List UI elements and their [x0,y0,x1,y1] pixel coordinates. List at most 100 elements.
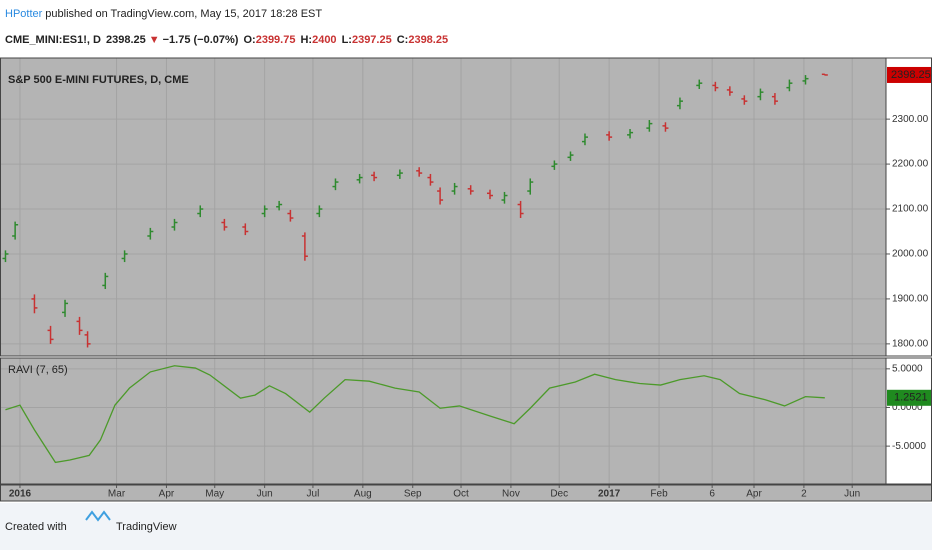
ohlc-bar [551,160,558,170]
ohlc-bar [121,250,128,263]
ohlc-bar [517,200,524,219]
ohlc-bar [276,200,283,211]
footer-bar [0,503,932,550]
change: −1.75 (−0.07%) [163,34,239,46]
ohlc-bar [47,325,54,344]
ohlc-bar [451,182,458,195]
x-tick-label: 2 [801,489,807,500]
ohlc-bar [84,331,91,348]
y-tick-label: 5.0000 [892,363,923,374]
ohlc-bar [242,223,249,236]
ohlc-bar [437,187,444,205]
x-tick-label: Jun [257,489,273,500]
y-tick-label: 2100.00 [892,204,929,215]
low-label: L: [342,34,352,46]
ohlc-bar [606,131,613,141]
x-tick-label: Aug [354,489,372,500]
ohlc-bar [741,95,748,105]
ohlc-bar [676,97,683,110]
ohlc-bar [31,294,38,314]
y-tick-label: 1800.00 [892,339,929,350]
ohlc-bar [197,205,204,218]
ohlc-bar [221,218,228,231]
ohlc-bar [332,178,339,191]
open-value: 2399.75 [256,34,296,46]
ohlc-bar [287,209,294,222]
open-label: O: [243,34,255,46]
low-value: 2397.25 [352,34,392,46]
last-price: 2398.25 [106,34,146,46]
ohlc-bar [786,79,793,92]
high-value: 2400 [312,34,336,46]
ohlc-bar [567,151,574,161]
ohlc-bar [147,227,154,240]
last-value-label: 1.2521 [894,392,928,404]
ohlc-bar [416,167,423,177]
ohlc-bar [487,189,494,200]
x-tick-label: 2017 [598,489,621,500]
ohlc-bar [102,272,109,290]
ohlc-bar [646,120,653,132]
x-tick-label: Dec [550,489,568,500]
x-tick-label: Nov [502,489,520,500]
symbol: CME_MINI:ES1!, D [5,34,101,46]
ohlc-bar [356,173,363,184]
ohlc-bar [396,169,403,179]
ohlc-bar [316,205,323,218]
pane-title: RAVI (7, 65) [8,364,68,376]
x-tick-label: Jun [844,489,860,500]
x-tick-label: Feb [650,489,668,500]
brand-logo [85,510,111,522]
y-tick-label: 2000.00 [892,249,929,260]
published-text: published on TradingView.com, May 15, 20… [45,8,322,20]
ohlc-bar [821,73,828,76]
ohlc-bar [771,93,778,105]
y-tick-label: 2200.00 [892,159,929,170]
x-tick-label: Oct [453,489,469,500]
ohlc-bar [712,81,719,92]
footer-created: Created with [5,521,67,533]
close-value: 2398.25 [408,34,448,46]
ohlc-bar [76,316,83,335]
pane-background [0,358,886,484]
ohlc-bar [581,133,588,146]
y-tick-label: -5.0000 [892,441,926,452]
ohlc-bar [627,129,634,139]
x-tick-label: Apr [159,489,175,500]
change-arrow: ▼ [149,34,160,46]
ohlc-bar [467,185,474,195]
x-tick-label: Sep [404,489,422,500]
ohlc-bar [696,79,703,90]
ohlc-bar [802,75,809,85]
ohlc-bar [501,191,508,204]
ohlc-bar [62,299,69,317]
ohlc-bar [12,221,19,240]
last-price-marker [887,66,931,83]
high-label: H: [300,34,312,46]
pane-background [0,58,886,356]
ohlc-bar [171,218,178,231]
pane-title: S&P 500 E-MINI FUTURES, D, CME [8,74,189,86]
symbol-line: CME_MINI:ES1!, D 2398.25 ▼ −1.75 (−0.07%) O:… [5,34,448,46]
x-tick-label: 6 [709,489,715,500]
last-price-label: 2398.25 [891,69,931,81]
ohlc-bar [427,173,434,186]
ravi-line [5,365,825,464]
ohlc-bar [301,232,308,261]
ohlc-bar [2,250,9,263]
close-label: C: [397,34,409,46]
x-tick-label: Apr [746,489,762,500]
ohlc-bar [726,86,733,96]
publish-line: HPotter published on TradingView.com, May… [5,8,322,20]
x-tick-label: May [205,489,224,500]
ohlc-bar [371,171,378,182]
y-tick-label: 2300.00 [892,114,929,125]
footer-brand[interactable]: TradingView [116,521,177,533]
x-tick-label: 2016 [9,489,32,500]
publisher[interactable]: HPotter [5,8,43,20]
ohlc-bar [662,122,669,132]
y-tick-label: 0.0000 [892,402,923,413]
last-value-marker [887,389,931,406]
